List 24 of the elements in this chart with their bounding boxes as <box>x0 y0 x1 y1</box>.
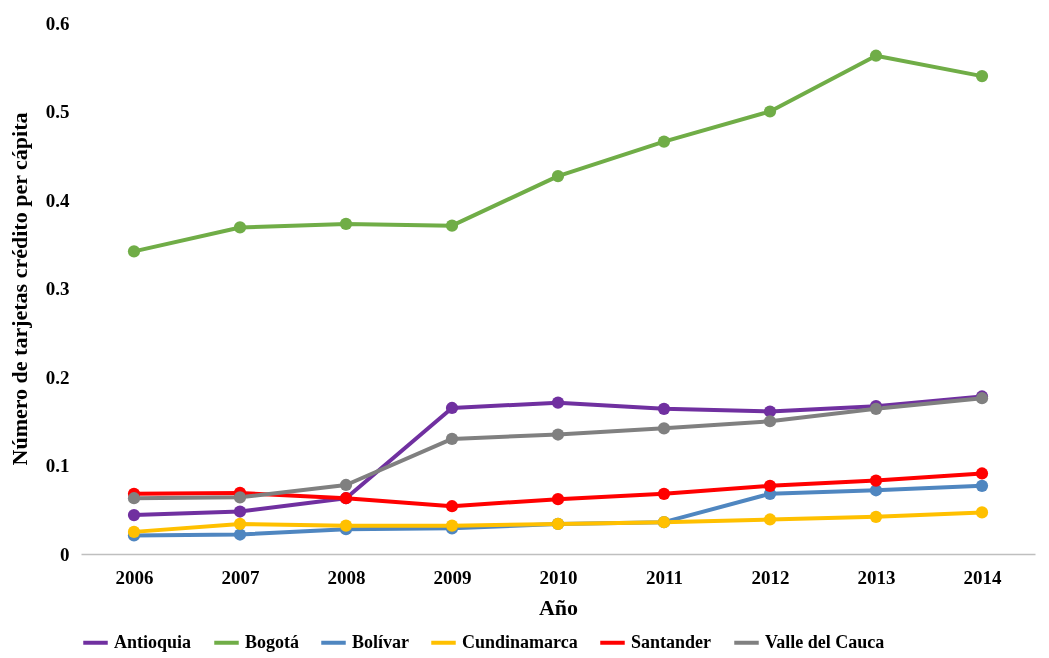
x-tick-label: 2007 <box>221 566 260 588</box>
x-tick-label: 2006 <box>115 566 154 588</box>
y-tick-label: 0.1 <box>45 455 70 476</box>
legend-label: Santander <box>631 631 712 652</box>
legend-label: Cundinamarca <box>462 631 578 652</box>
y-tick-label: 0.2 <box>45 366 70 388</box>
x-tick-label: 2013 <box>857 566 896 588</box>
x-tick-label: 2009 <box>433 566 472 588</box>
legend-label: Bogotá <box>245 631 299 652</box>
y-tick-label: 0.4 <box>45 189 70 211</box>
legend-label: Antioquia <box>114 631 192 652</box>
y-tick-label: 0.6 <box>45 12 70 34</box>
x-tick-label: 2008 <box>327 566 366 588</box>
x-tick-label: 2012 <box>751 566 790 588</box>
legend-label: Valle del Cauca <box>765 631 885 652</box>
x-tick-label: 2010 <box>539 566 578 588</box>
y-axis-title: Número de tarjetas crédito per cápita <box>6 112 32 466</box>
legend-label: Bolívar <box>352 631 410 652</box>
x-tick-label: 2014 <box>963 566 1002 588</box>
y-tick-label: 0.5 <box>45 101 70 122</box>
x-tick-label: 2011 <box>646 566 683 588</box>
y-tick-label: 0 <box>60 543 70 565</box>
x-axis-title: Año <box>538 594 579 620</box>
y-tick-label: 0.3 <box>45 278 70 299</box>
